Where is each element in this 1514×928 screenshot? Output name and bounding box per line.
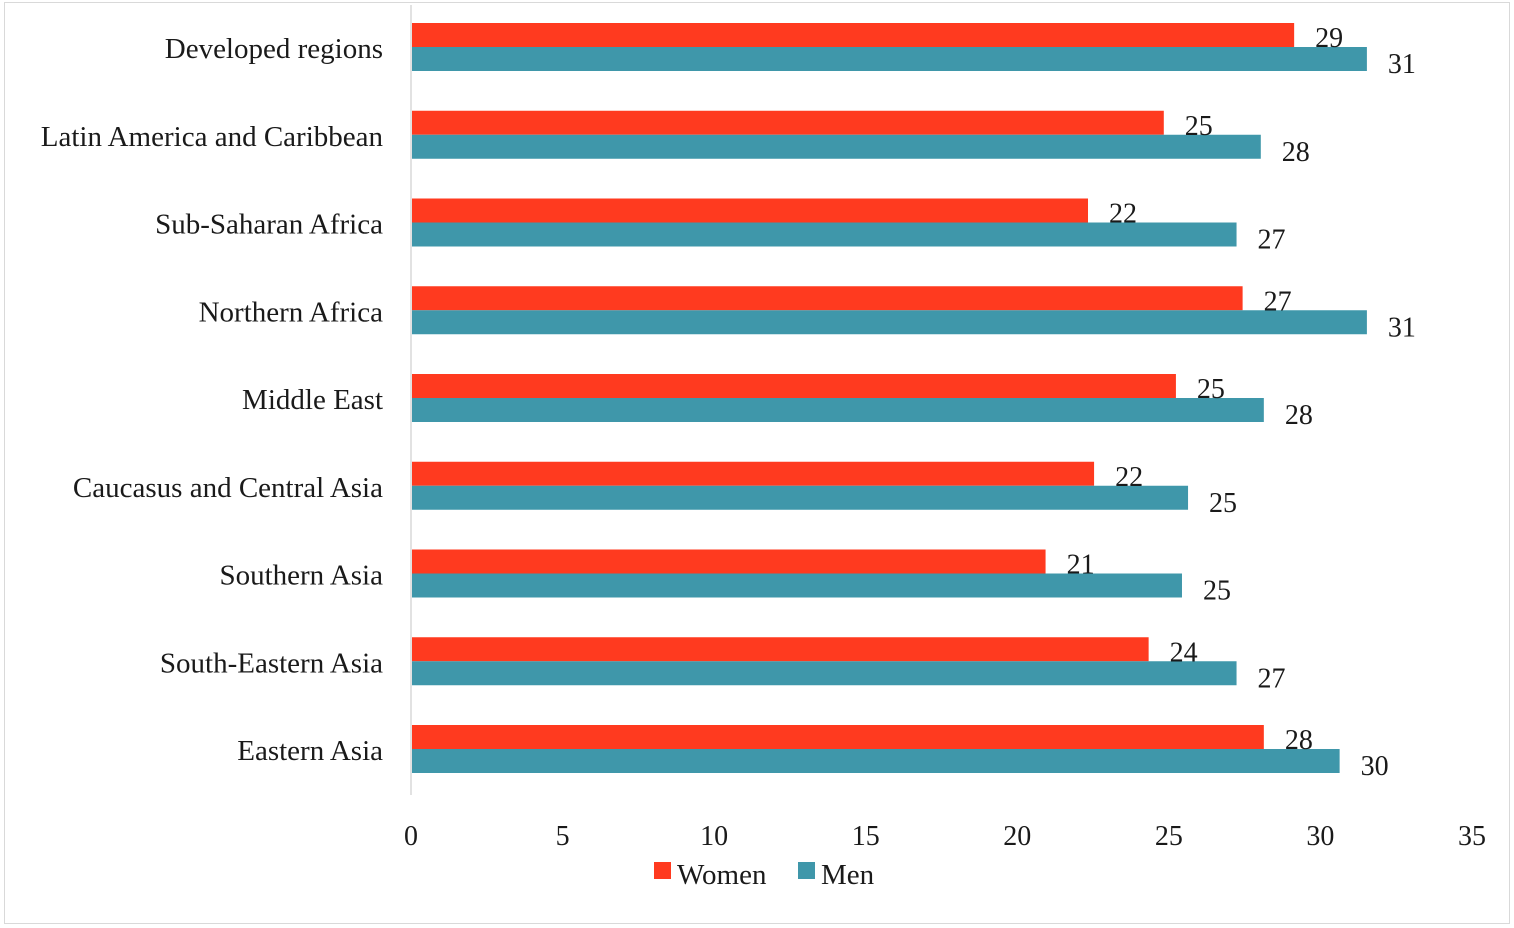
bar-women — [412, 110, 1164, 135]
data-label-women: 21 — [1067, 550, 1095, 581]
category-labels: Developed regions Latin America and Carib… — [41, 33, 384, 767]
bar-men — [412, 47, 1367, 71]
bar-women — [412, 637, 1149, 662]
legend-swatch-men — [798, 862, 815, 879]
data-label-men: 25 — [1209, 488, 1237, 519]
data-label-women: 28 — [1285, 725, 1313, 756]
x-tick-label: 35 — [1458, 821, 1486, 852]
category-label: Southern Asia — [219, 560, 383, 592]
bar-men — [412, 134, 1261, 159]
x-tick-label: 10 — [700, 821, 728, 852]
data-label-men: 27 — [1258, 663, 1286, 694]
bar-men — [412, 222, 1237, 247]
bar-men — [412, 661, 1237, 686]
bar-women — [412, 286, 1243, 311]
bar-men — [412, 398, 1264, 422]
x-tick-label: 30 — [1306, 821, 1334, 852]
data-label-women: 27 — [1264, 286, 1292, 317]
data-label-men: 27 — [1258, 225, 1286, 256]
legend-label-men: Men — [821, 859, 875, 891]
category-label: South-Eastern Asia — [160, 647, 383, 679]
data-label-men: 28 — [1285, 400, 1313, 431]
category-label: Sub-Saharan Africa — [155, 209, 383, 241]
x-tick-label: 15 — [852, 821, 880, 852]
bar-men — [412, 485, 1189, 510]
legend: Women Men — [654, 859, 875, 891]
data-label-women: 22 — [1115, 462, 1143, 493]
data-label-women: 22 — [1109, 199, 1137, 230]
data-label-men: 30 — [1361, 751, 1389, 782]
bar-women — [412, 374, 1176, 398]
data-label-women: 25 — [1185, 111, 1213, 142]
bar-women — [412, 725, 1264, 749]
bar-men — [412, 310, 1367, 335]
bar-women — [412, 461, 1095, 486]
data-label-women: 29 — [1315, 23, 1343, 54]
legend-label-women: Women — [677, 859, 767, 891]
data-label-men: 31 — [1388, 49, 1416, 80]
data-label-men: 28 — [1282, 137, 1310, 168]
bar-men — [412, 573, 1182, 598]
x-tick-label: 25 — [1155, 821, 1183, 852]
category-label: Latin America and Caribbean — [41, 121, 384, 153]
category-label: Middle East — [242, 384, 383, 416]
x-axis-ticks: 0 5 10 15 20 25 30 35 — [404, 821, 1486, 852]
bar-women — [412, 23, 1295, 47]
data-label-women: 24 — [1170, 637, 1198, 668]
data-label-men: 25 — [1203, 576, 1231, 607]
data-label-men: 31 — [1388, 312, 1416, 343]
chart-frame: Developed regions Latin America and Carib… — [4, 2, 1510, 924]
x-tick-label: 20 — [1003, 821, 1031, 852]
bar-women — [412, 549, 1046, 574]
bar-men — [412, 749, 1340, 773]
data-label-women: 25 — [1197, 374, 1225, 405]
bars-layer — [412, 23, 1367, 773]
bar-chart: Developed regions Latin America and Carib… — [41, 5, 1486, 891]
category-label: Caucasus and Central Asia — [73, 472, 383, 504]
x-tick-label: 5 — [556, 821, 570, 852]
legend-swatch-women — [654, 862, 671, 879]
category-label: Eastern Asia — [237, 735, 383, 767]
bar-women — [412, 198, 1089, 223]
category-label: Developed regions — [165, 33, 383, 65]
category-label: Northern Africa — [199, 296, 384, 328]
x-tick-label: 0 — [404, 821, 418, 852]
